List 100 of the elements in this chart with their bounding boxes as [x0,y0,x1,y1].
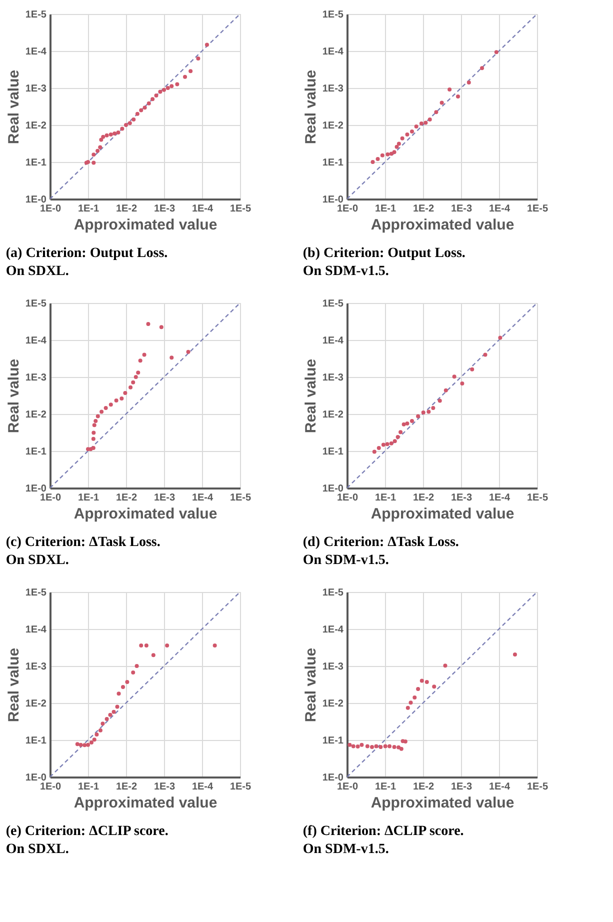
x-tick-label: 1E-1 [374,204,396,214]
point [142,106,147,110]
y-tick-label: 1E-4 [322,624,344,636]
y-tick-label: 1E-1 [322,736,344,746]
text: (a) Criterion: Output Loss. On SDXL. [6,246,168,279]
y-tick-label: 1E-4 [322,46,344,58]
x-tick-label: 1E-5 [230,492,252,504]
y-tick-label: 1E-0 [25,484,47,494]
x-tick-label: 1E-5 [526,492,548,504]
x-tick-label: 1E-4 [488,782,510,792]
x-tick-label: 1E-2 [412,492,434,504]
x-tick-label: 1E-3 [450,782,472,792]
x-tick-label: 1E-1 [78,782,100,792]
x-axis-title: Approximated value [370,506,514,522]
x-tick-label: 1E-0 [336,492,358,504]
text: (d) Criterion: ΔTask Loss. On SDM-v1.5. [302,535,459,568]
y-tick-label: 1E-1 [322,158,344,168]
x-tick-label: 1E-1 [78,204,100,214]
y-tick-label: 1E-1 [25,446,47,458]
point [101,134,106,139]
y-tick-label: 1E-0 [322,484,344,494]
x-tick-label: 1E-4 [192,782,214,792]
text: (b) Criterion: Output Loss. On SDM-v1.5. [302,246,466,279]
y-axis-title: Real value [302,358,320,434]
point [135,112,140,116]
x-tick-label: 1E-2 [412,204,434,214]
point [162,88,166,92]
y-tick-label: 1E-1 [25,158,47,168]
y-tick-label: 1E-3 [322,662,344,672]
y-tick-label: 1E-0 [322,772,344,784]
point [166,86,170,90]
text: (c) Criterion: ΔTask Loss. On SDXL. [6,535,160,568]
x-tick-label: 1E-5 [230,204,252,214]
y-tick-label: 1E-5 [322,298,344,310]
y-tick-label: 1E-4 [25,336,47,346]
text: (e) Criterion: ΔCLIP score. On SDXL. [6,824,168,857]
text: (f) Criterion: ΔCLIP score. On SDM-v1.5. [302,824,464,857]
y-tick-label: 1E-0 [25,772,47,784]
x-tick-label: 1E-1 [374,782,396,792]
x-tick-label: 1E-0 [40,782,62,792]
y-tick-label: 1E-3 [322,84,344,94]
point [112,132,117,136]
x-tick-label: 1E-2 [116,204,138,214]
x-tick-label: 1E-4 [488,492,510,504]
point [108,132,113,136]
x-axis-title: Approximated value [74,216,218,234]
x-axis-title: Approximated value [74,506,218,522]
y-tick-label: 1E-3 [25,662,47,672]
x-tick-label: 1E-0 [336,782,358,792]
y-axis-title: Real value [302,70,320,144]
x-tick-label: 1E-2 [412,782,434,792]
y-tick-label: 1E-4 [322,336,344,346]
point [170,84,174,88]
x-tick-label: 1E-3 [450,492,472,504]
y-axis-title: Real value [5,358,22,434]
y-axis-title: Real value [302,648,320,722]
x-tick-label: 1E-0 [40,492,62,504]
y-tick-label: 1E-3 [322,372,344,384]
y-tick-label: 1E-2 [322,120,344,132]
y-tick-label: 1E-3 [25,84,47,94]
y-axis-title: Real value [5,648,22,722]
point [132,118,136,122]
y-tick-label: 1E-5 [25,298,47,310]
x-tick-label: 1E-2 [116,782,138,792]
y-tick-label: 1E-4 [25,46,47,58]
x-axis-title: Approximated value [370,216,514,234]
x-axis-title: Approximated value [370,794,514,812]
y-tick-label: 1E-0 [322,194,344,206]
y-axis-title: Real value [5,70,22,144]
x-tick-label: 1E-3 [154,782,176,792]
x-tick-label: 1E-4 [192,492,214,504]
y-tick-label: 1E-1 [25,736,47,746]
point [128,121,132,126]
x-tick-label: 1E-0 [40,204,62,214]
x-tick-label: 1E-1 [78,492,100,504]
x-tick-label: 1E-1 [374,492,396,504]
x-tick-label: 1E-4 [192,204,214,214]
y-tick-label: 1E-2 [25,120,47,132]
point [120,126,124,131]
y-tick-label: 1E-5 [322,10,344,20]
x-tick-label: 1E-3 [154,492,176,504]
x-tick-label: 1E-5 [230,782,252,792]
point [146,101,151,106]
x-tick-label: 1E-5 [526,782,548,792]
x-tick-label: 1E-2 [116,492,138,504]
point [158,90,162,94]
y-tick-label: 1E-5 [25,10,47,20]
y-tick-label: 1E-2 [25,410,47,420]
y-tick-label: 1E-3 [25,372,47,384]
point [116,130,120,135]
x-tick-label: 1E-4 [488,204,510,214]
point [124,123,128,127]
x-tick-label: 1E-3 [450,204,472,214]
x-tick-label: 1E-0 [336,204,358,214]
y-tick-label: 1E-5 [25,588,47,598]
y-tick-label: 1E-5 [322,588,344,598]
point [154,94,158,98]
y-tick-label: 1E-4 [25,624,47,636]
y-tick-label: 1E-2 [25,698,47,710]
x-tick-label: 1E-5 [526,204,548,214]
